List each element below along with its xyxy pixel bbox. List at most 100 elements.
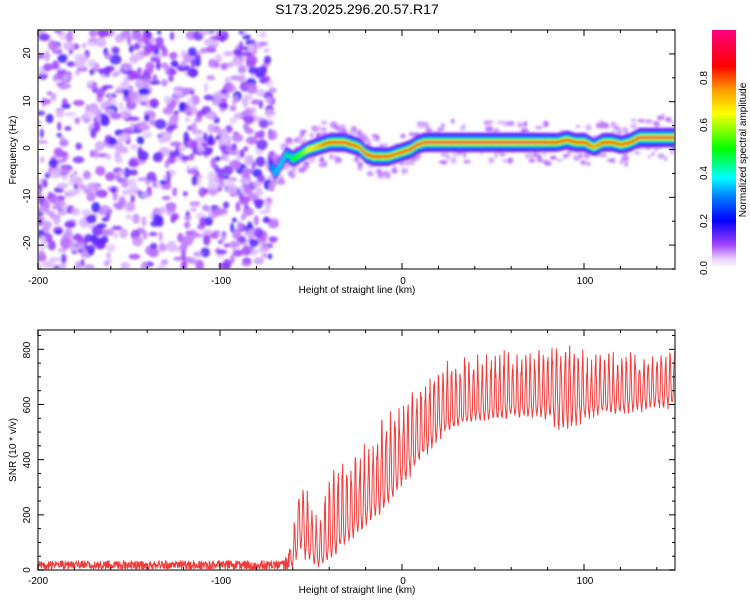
bottom-xtick-label: -200 — [28, 576, 48, 587]
noise-speckle — [222, 165, 234, 176]
noise-speckle — [69, 173, 75, 179]
ridge-band — [284, 155, 286, 158]
noise-speckle — [100, 116, 110, 127]
ridge-band — [558, 140, 560, 144]
ridge-halo-speckle — [287, 170, 294, 176]
noise-speckle — [57, 210, 68, 216]
ridge-band — [611, 141, 614, 144]
ridge-band — [493, 140, 495, 144]
ridge-band — [354, 144, 357, 148]
noise-speckle — [89, 30, 98, 38]
noise-speckle — [38, 262, 43, 269]
ridge-band — [400, 151, 402, 154]
noise-speckle — [123, 88, 130, 98]
noise-speckle — [151, 113, 156, 118]
ridge-band — [666, 136, 669, 139]
ridge-band — [283, 157, 285, 160]
noise-speckle — [132, 236, 143, 247]
noise-speckle — [200, 247, 210, 258]
ridge-band — [602, 141, 605, 144]
ridge-band — [670, 136, 673, 139]
noise-speckle — [259, 247, 264, 253]
noise-speckle — [42, 261, 55, 268]
ridge-band — [501, 140, 503, 144]
ridge-band — [359, 147, 362, 150]
noise-speckle — [203, 94, 214, 101]
top-ytick-label: -10 — [22, 188, 33, 203]
noise-speckle — [245, 55, 258, 66]
noise-speckle — [129, 169, 138, 176]
noise-speckle — [172, 187, 178, 197]
noise-speckle — [95, 189, 108, 198]
noise-speckle — [131, 99, 144, 104]
ridge-band — [275, 170, 278, 173]
noise-speckle — [239, 177, 250, 185]
ridge-band — [531, 140, 534, 144]
noise-speckle — [190, 94, 200, 106]
ridge-band — [667, 136, 670, 139]
ridge-halo-speckle — [507, 157, 514, 164]
noise-speckle — [148, 37, 157, 44]
ridge-halo-speckle — [353, 156, 360, 163]
noise-speckle — [139, 120, 148, 132]
ridge-band — [581, 141, 583, 144]
ridge-band — [452, 140, 455, 144]
ridge-halo-speckle — [621, 126, 629, 133]
ridge-band — [340, 141, 343, 144]
noise-speckle — [42, 179, 48, 188]
noise-speckle — [55, 229, 62, 235]
ridge-band — [483, 140, 485, 144]
noise-speckle — [184, 221, 191, 229]
colorbar-tick-label: 0.2 — [699, 214, 710, 228]
ridge-band — [427, 140, 429, 144]
ridge-band — [527, 140, 530, 144]
ridge-band — [376, 155, 378, 159]
ridge-band — [395, 152, 397, 156]
noise-speckle — [74, 59, 86, 69]
noise-speckle — [91, 236, 101, 246]
noise-speckle — [126, 34, 132, 46]
colorbar-tick-label: 0.0 — [699, 261, 710, 275]
snr-panel: -200 -100 0 100 Height of straight line … — [8, 329, 676, 596]
ridge-halo-speckle — [408, 131, 415, 137]
noise-speckle — [245, 136, 258, 145]
spectrogram-ticks — [37, 29, 675, 270]
noise-speckle — [74, 261, 82, 269]
noise-speckle — [218, 262, 230, 269]
ridge-band — [295, 155, 298, 159]
top-xtick-label: 0 — [400, 276, 406, 287]
ridge-band — [278, 166, 280, 169]
top-ylabel: Frequency (Hz) — [8, 116, 19, 185]
ridge-band — [303, 150, 306, 154]
ridge-band — [661, 136, 664, 139]
ridge-band — [648, 136, 651, 139]
noise-speckle — [268, 129, 278, 141]
ridge-band — [460, 140, 462, 144]
snr-ticks — [37, 330, 675, 571]
ridge-band — [614, 141, 616, 145]
noise-speckle — [257, 174, 265, 184]
noise-speckle — [181, 250, 186, 261]
noise-speckle — [130, 194, 136, 203]
noise-speckle — [53, 147, 61, 156]
ridge-band — [629, 140, 632, 144]
ridge-band — [321, 143, 323, 147]
ridge-band — [574, 141, 577, 144]
ridge-halo-speckle — [371, 134, 378, 138]
noise-speckle — [246, 83, 258, 94]
ridge-band — [466, 140, 469, 144]
noise-speckle — [120, 177, 129, 189]
ridge-band — [360, 148, 363, 151]
noise-speckle — [268, 236, 278, 243]
noise-speckle — [171, 213, 180, 221]
ridge-band — [326, 141, 329, 145]
noise-speckle — [253, 198, 265, 206]
ridge-band — [662, 136, 665, 139]
ridge-band — [289, 155, 292, 159]
ridge-band — [610, 141, 613, 144]
noise-speckle — [244, 154, 255, 166]
ridge-halo-speckle — [463, 151, 467, 159]
noise-speckle — [79, 184, 87, 190]
ridge-band — [484, 140, 486, 144]
noise-speckle — [137, 150, 149, 161]
